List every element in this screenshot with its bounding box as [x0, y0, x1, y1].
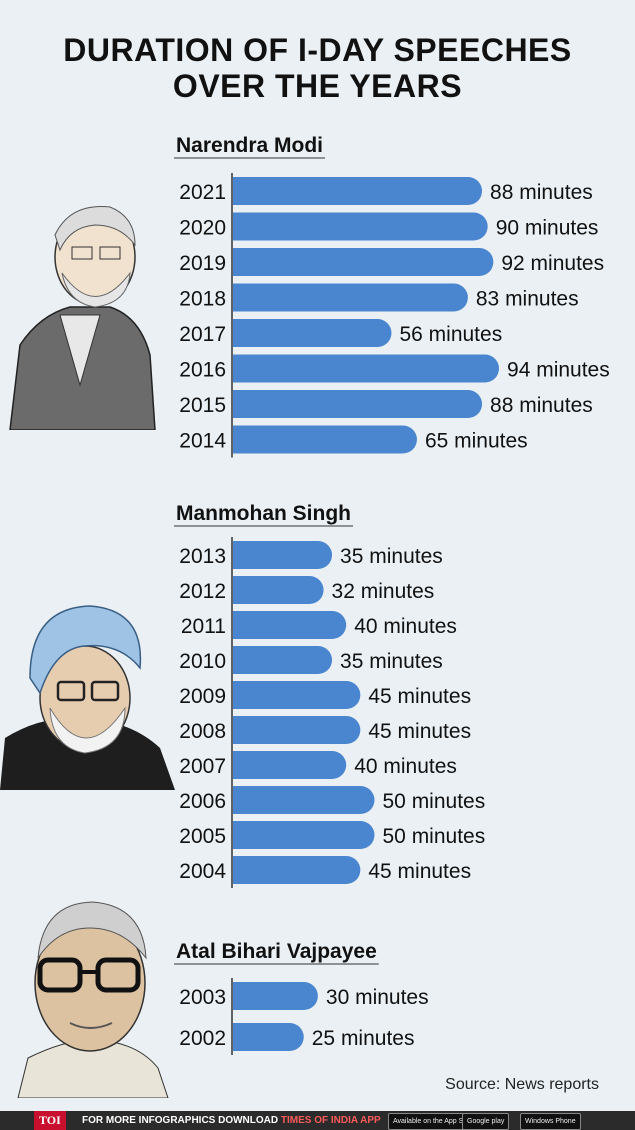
bar-value-label: 92 minutes — [501, 252, 604, 275]
bar — [233, 821, 375, 849]
narendra-modi-portrait — [9, 206, 156, 430]
bar — [233, 248, 494, 276]
year-tick-label: 2016 — [179, 359, 226, 382]
bar — [233, 212, 488, 241]
bar-value-label: 94 minutes — [507, 359, 610, 382]
bar — [233, 283, 468, 312]
year-tick-label: 2021 — [179, 181, 226, 204]
bar — [233, 611, 347, 639]
promo-app-name: TIMES OF INDIA APP — [280, 1115, 381, 1126]
bar — [233, 982, 318, 1010]
bar — [233, 856, 361, 884]
bar — [233, 390, 483, 418]
bar-value-label: 83 minutes — [476, 288, 579, 311]
title-line-2: OVER THE YEARS — [172, 68, 463, 104]
bar-value-label: 65 minutes — [425, 430, 528, 453]
section-title: Atal Bihari Vajpayee — [176, 940, 377, 963]
bar-value-label: 45 minutes — [368, 720, 471, 743]
bar-value-label: 88 minutes — [490, 394, 593, 417]
year-tick-label: 2018 — [179, 288, 226, 311]
bar-value-label: 32 minutes — [332, 580, 435, 603]
year-tick-label: 2004 — [179, 860, 226, 883]
bar — [233, 354, 500, 383]
bar-value-label: 90 minutes — [496, 217, 599, 240]
bar-value-label: 30 minutes — [326, 986, 429, 1009]
title-line-1: DURATION OF I-DAY SPEECHES — [63, 32, 572, 68]
atal-bihari-vajpayee-portrait — [17, 901, 169, 1098]
year-tick-label: 2013 — [179, 545, 226, 568]
bar-value-label: 88 minutes — [490, 181, 593, 204]
windows-phone-badge[interactable]: Windows Phone — [520, 1113, 581, 1130]
bar-value-label: 56 minutes — [399, 323, 502, 346]
bar-value-label: 35 minutes — [340, 650, 443, 673]
year-tick-label: 2011 — [181, 615, 226, 638]
year-tick-label: 2005 — [179, 825, 226, 848]
promo-text: FOR MORE INFOGRAPHICS DOWNLOAD — [82, 1115, 281, 1126]
bar — [233, 425, 417, 454]
year-tick-label: 2003 — [179, 986, 226, 1009]
year-tick-label: 2007 — [179, 755, 226, 778]
year-tick-label: 2015 — [179, 394, 226, 417]
source-note: Source: News reports — [445, 1076, 599, 1093]
year-tick-label: 2014 — [179, 430, 226, 453]
toi-logo[interactable]: TOI — [34, 1111, 66, 1130]
bar — [233, 1023, 304, 1051]
bar-value-label: 40 minutes — [354, 755, 457, 778]
year-tick-label: 2002 — [179, 1027, 226, 1050]
year-tick-label: 2006 — [179, 790, 226, 813]
bar-value-label: 45 minutes — [368, 860, 471, 883]
year-tick-label: 2017 — [179, 323, 226, 346]
bar — [233, 541, 333, 569]
year-tick-label: 2008 — [179, 720, 226, 743]
bar-value-label: 25 minutes — [312, 1027, 415, 1050]
bar-value-label: 50 minutes — [383, 825, 486, 848]
bar — [233, 786, 375, 814]
year-tick-label: 2010 — [179, 650, 226, 673]
year-tick-label: 2019 — [179, 252, 226, 275]
bar-value-label: 35 minutes — [340, 545, 443, 568]
year-tick-label: 2009 — [179, 685, 226, 708]
bar-value-label: 40 minutes — [354, 615, 457, 638]
bar — [233, 646, 333, 674]
bar — [233, 576, 324, 604]
year-tick-label: 2012 — [179, 580, 226, 603]
bar-value-label: 50 minutes — [383, 790, 486, 813]
footer-bar: TOI FOR MORE INFOGRAPHICS DOWNLOAD TIMES… — [0, 1111, 635, 1130]
manmohan-singh-portrait — [0, 605, 175, 790]
chart-title: DURATION OF I-DAY SPEECHES OVER THE YEAR… — [0, 32, 635, 104]
google-play-badge[interactable]: Google play — [462, 1113, 510, 1130]
year-tick-label: 2020 — [179, 217, 226, 240]
bar — [233, 319, 392, 347]
bar — [233, 716, 361, 744]
bar — [233, 751, 347, 779]
bar — [233, 681, 361, 709]
footer-promo: FOR MORE INFOGRAPHICS DOWNLOAD TIMES OF … — [82, 1111, 381, 1130]
bar — [233, 177, 483, 205]
section-title: Manmohan Singh — [176, 502, 351, 525]
bar-value-label: 45 minutes — [368, 685, 471, 708]
section-title: Narendra Modi — [176, 134, 323, 157]
